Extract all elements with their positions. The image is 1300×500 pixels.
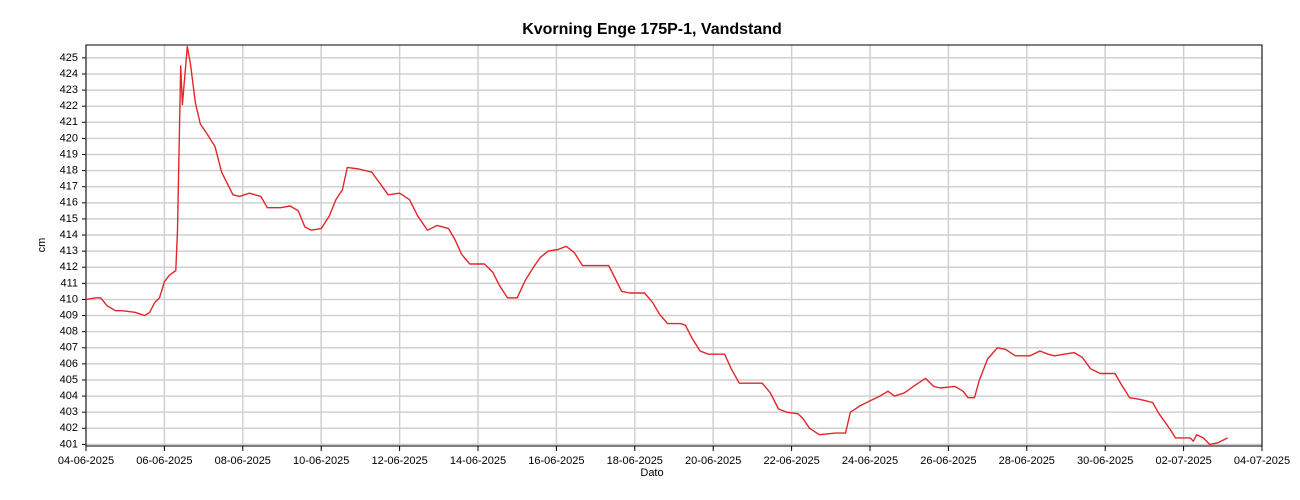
y-tick-label: 404 (60, 390, 78, 402)
x-tick-label: 12-06-2025 (371, 455, 427, 467)
y-tick-label: 423 (60, 84, 78, 96)
x-tick-label: 14-06-2025 (450, 455, 506, 467)
x-axis-label: Dato (640, 467, 663, 479)
y-tick-label: 419 (60, 148, 78, 160)
y-tick-label: 420 (60, 132, 78, 144)
y-tick-label: 405 (60, 374, 78, 386)
y-axis-label: cm (36, 238, 48, 253)
y-tick-label: 425 (60, 52, 78, 64)
x-tick-label: 02-07-2025 (1155, 455, 1211, 467)
x-tick-label: 16-06-2025 (528, 455, 584, 467)
y-tick-label: 422 (60, 100, 78, 112)
y-tick-label: 421 (60, 116, 78, 128)
x-tick-label: 04-07-2025 (1234, 455, 1290, 467)
data-line (85, 45, 1229, 446)
y-tick-label: 411 (60, 277, 78, 289)
x-tick-label: 20-06-2025 (685, 455, 741, 467)
y-tick-label: 415 (60, 213, 78, 225)
x-tick-label: 28-06-2025 (999, 455, 1055, 467)
chart-title: Kvorning Enge 175P-1, Vandstand (522, 21, 782, 38)
y-tick-label: 410 (60, 293, 78, 305)
y-tick-label: 409 (60, 309, 78, 321)
y-tick-label: 401 (60, 438, 78, 450)
x-tick-label: 06-06-2025 (136, 455, 192, 467)
x-tick-label: 10-06-2025 (293, 455, 349, 467)
y-tick-label: 408 (60, 326, 78, 338)
x-tick-label: 08-06-2025 (215, 455, 271, 467)
y-tick-label: 417 (60, 181, 78, 193)
y-tick-label: 418 (60, 165, 78, 177)
y-tick-label: 407 (60, 342, 78, 354)
y-tick-label: 406 (60, 358, 78, 370)
y-tick-label: 414 (60, 229, 78, 241)
y-tick-label: 416 (60, 197, 78, 209)
x-tick-label: 26-06-2025 (920, 455, 976, 467)
y-tick-label: 403 (60, 406, 78, 418)
y-tick-label: 413 (60, 245, 78, 257)
x-tick-label: 24-06-2025 (842, 455, 898, 467)
y-tick-label: 424 (60, 68, 78, 80)
x-tick-label: 22-06-2025 (763, 455, 819, 467)
x-tick-label: 04-06-2025 (58, 455, 114, 467)
plot-frame (85, 44, 1263, 447)
y-tick-label: 412 (60, 261, 78, 273)
x-tick-label: 18-06-2025 (607, 455, 663, 467)
y-tick-label: 402 (60, 422, 78, 434)
x-tick-label: 30-06-2025 (1077, 455, 1133, 467)
